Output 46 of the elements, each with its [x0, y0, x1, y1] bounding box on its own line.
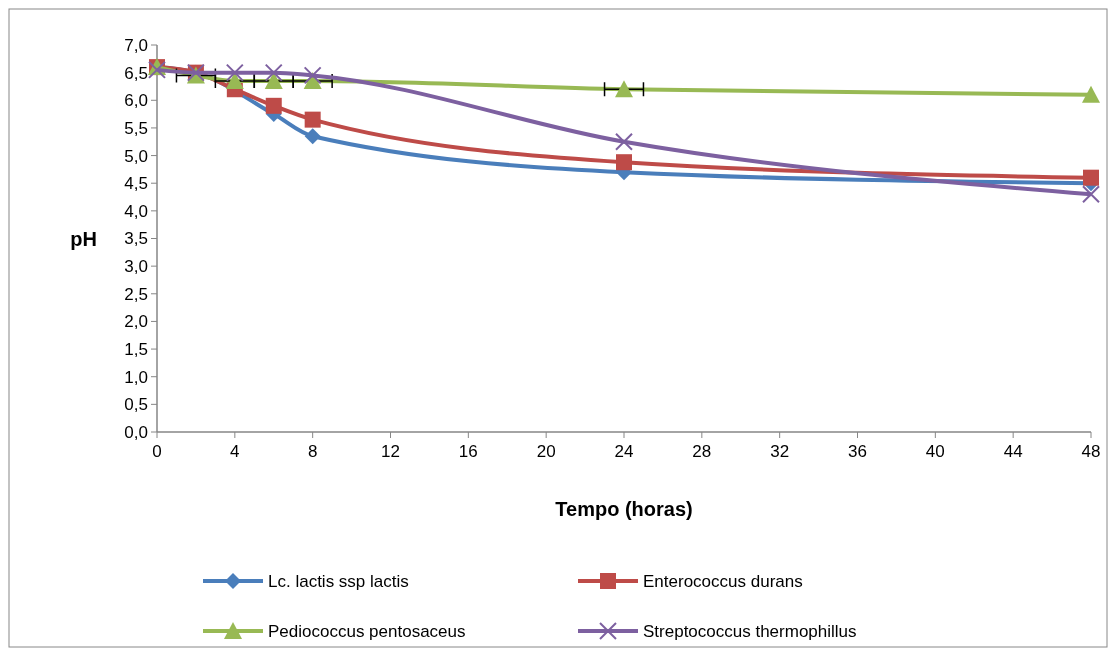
y-tick-label: 6,5 [124, 63, 148, 83]
point [615, 132, 633, 151]
y-tick-label: 4,5 [124, 174, 148, 194]
x-tick-label: 4 [230, 442, 240, 461]
point [265, 97, 282, 114]
x-tick-label: 40 [925, 442, 945, 461]
point [304, 111, 321, 128]
x-tick-label: 8 [307, 442, 318, 461]
point [1082, 185, 1100, 204]
y-tick-label: 7,0 [124, 35, 148, 55]
x-axis-title: Tempo (horas) [555, 498, 693, 520]
x-tick-label: 32 [770, 442, 790, 461]
point [615, 80, 633, 98]
y-axis-title: pH [70, 227, 97, 250]
x-tick-label: 12 [381, 442, 400, 461]
legend-label: Streptococcus thermophillus [643, 621, 857, 641]
x-tick-label: 48 [1081, 442, 1101, 461]
x-tick-label: 44 [1003, 442, 1023, 461]
y-tick-label: 2,5 [124, 284, 148, 304]
x-tick-label: 0 [152, 442, 162, 461]
x-tick-label: 24 [614, 442, 634, 461]
y-tick-label: 0,5 [124, 395, 148, 415]
point [225, 63, 244, 82]
y-tick-label: 1,0 [124, 367, 148, 387]
legend-label: Enterococcus durans [643, 571, 803, 591]
point [1083, 169, 1099, 186]
y-tick-label: 3,5 [124, 229, 148, 249]
x-tick-label: 16 [458, 442, 478, 461]
x-tick-label: 20 [536, 442, 556, 461]
y-tick-label: 6,0 [124, 91, 148, 111]
point [1082, 85, 1100, 103]
x-tick-label: 36 [848, 442, 867, 461]
x-tick-label: 28 [692, 442, 712, 461]
legend-label: Lc. lactis ssp lactis [268, 571, 409, 591]
point [264, 63, 283, 82]
point [616, 154, 632, 171]
legend-label: Pediococcus pentosaceus [268, 621, 466, 641]
y-tick-label: 5,5 [124, 118, 148, 138]
y-tick-label: 1,5 [124, 340, 148, 360]
y-tick-label: 2,0 [124, 312, 148, 332]
point [303, 66, 322, 85]
y-tick-label: 0,0 [124, 422, 148, 442]
point [304, 128, 321, 145]
y-tick-label: 3,0 [124, 257, 148, 277]
y-tick-label: 4,0 [124, 201, 148, 221]
y-tick-label: 5,0 [124, 146, 148, 166]
